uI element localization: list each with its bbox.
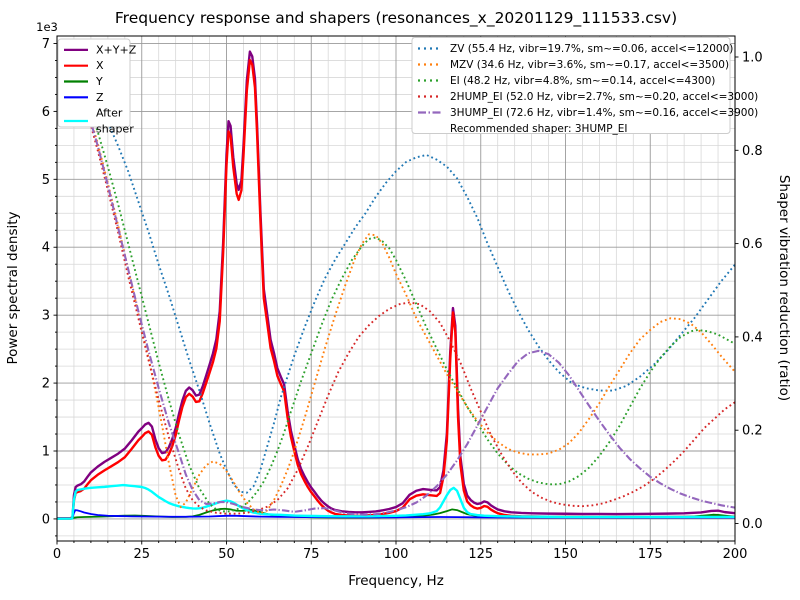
legend-item-label: X: [96, 59, 104, 72]
shaper-legend-frame: [411, 37, 731, 134]
legend-item-label: shaper: [96, 122, 134, 135]
y-left-tick-label: 4: [42, 241, 50, 256]
legend-item-label: 3HUMP_EI (72.6 Hz, vibr=1.4%, sm~=0.16, …: [450, 107, 758, 119]
series-after-shaper: [56, 483, 735, 520]
legend-item-label: Z: [96, 91, 104, 104]
y-left-tick-label: 2: [42, 377, 50, 392]
y-right-tick-label: 0.0: [742, 517, 763, 532]
x-tick-label: 50: [218, 547, 235, 562]
series-z: [56, 509, 735, 520]
series-lines: [56, 50, 736, 520]
psd-legend-frame: [57, 38, 131, 128]
y-left-tick-label: 3: [42, 309, 50, 324]
chart-title: Frequency response and shapers (resonanc…: [115, 9, 677, 28]
axis-ticks: 0 25 50 75 100 125 150 175 200 0 1 2 3 4 5 6 7 0.0 0.2 0.4 0…: [42, 37, 763, 562]
y-axis-label-right: Shaper vibration reduction (ratio): [776, 175, 792, 401]
x-tick-label: 25: [133, 547, 150, 562]
y-right-tick-label: 0.2: [742, 424, 763, 439]
y-left-tick-label: 5: [42, 173, 50, 188]
legend-item-label: ZV (55.4 Hz, vibr=19.7%, sm~=0.06, accel…: [450, 43, 733, 55]
y-right-tick-label: 1.0: [742, 50, 763, 65]
legend-item-label: Y: [95, 75, 103, 88]
y-right-tick-label: 0.8: [742, 144, 763, 159]
x-tick-label: 200: [723, 547, 748, 562]
y-right-tick-label: 0.4: [742, 330, 763, 345]
shaper-legend: ZV (55.4 Hz, vibr=19.7%, sm~=0.06, accel…: [411, 37, 758, 135]
legends: X+Y+Z XYZ After shaper ZV (55.4 Hz, vibr=19.…: [57, 37, 758, 135]
legend-item-label: EI (48.2 Hz, vibr=4.8%, sm~=0.14, accel<…: [450, 75, 715, 87]
x-tick-label: 125: [468, 547, 493, 562]
series-2hump-ei: [56, 56, 736, 515]
y-axis-label-left: Power spectral density: [5, 211, 21, 364]
legend-item-label: MZV (34.6 Hz, vibr=3.6%, sm~=0.17, accel…: [450, 59, 729, 71]
x-tick-label: 150: [553, 547, 578, 562]
legend-item-label: After: [96, 107, 123, 120]
series-mzv: [56, 56, 736, 515]
series-3hump-ei: [56, 56, 736, 516]
series-x: [57, 58, 736, 520]
x-tick-label: 75: [303, 547, 320, 562]
y-axis-offset-label: 1e3: [36, 20, 58, 34]
series-ei: [56, 56, 736, 513]
y-left-tick-label: 6: [42, 105, 50, 120]
y-left-tick-label: 1: [42, 445, 50, 460]
y-right-tick-label: 0.6: [742, 237, 763, 252]
y-left-tick-label: 0: [42, 512, 50, 527]
psd-legend: X+Y+Z XYZ After shaper: [57, 38, 137, 135]
x-tick-label: 100: [384, 547, 409, 562]
series-x-y-z: [57, 50, 736, 520]
x-tick-label: 0: [53, 547, 61, 562]
y-left-tick-label: 7: [42, 37, 50, 52]
x-axis-label: Frequency, Hz: [348, 573, 444, 589]
legend-item-label: X+Y+Z: [96, 43, 137, 56]
x-tick-label: 175: [638, 547, 663, 562]
legend-item-label: Recommended shaper: 3HUMP_EI: [450, 123, 628, 135]
legend-item-label: 2HUMP_EI (52.0 Hz, vibr=2.7%, sm~=0.20, …: [450, 91, 758, 103]
